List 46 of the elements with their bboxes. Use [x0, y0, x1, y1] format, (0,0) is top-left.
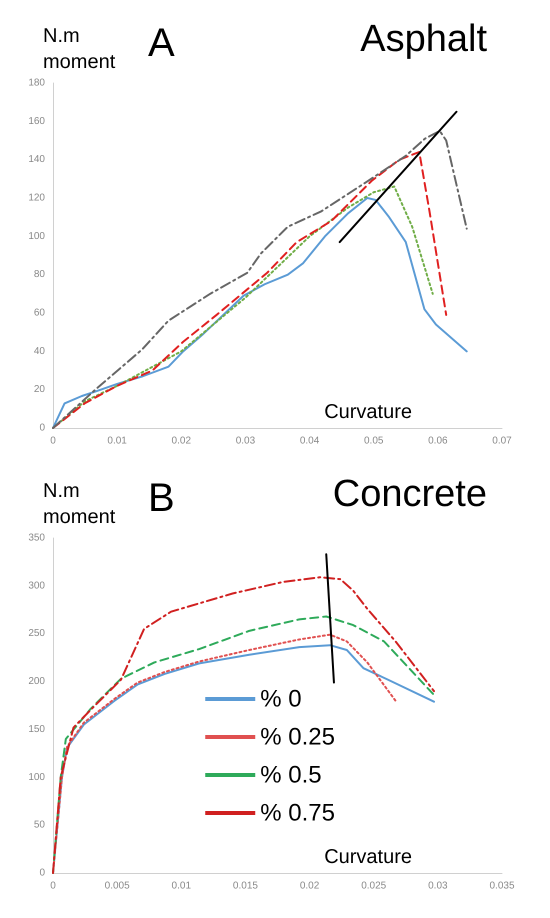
x-tick-label: 0.05	[364, 436, 384, 446]
legend-label: % 0.25	[260, 724, 335, 750]
x-tick-label: 0	[50, 436, 56, 446]
x-tick-label: 0.01	[107, 436, 128, 446]
y-tick-label: 20	[34, 384, 46, 396]
x-tick-label: 0.015	[232, 880, 258, 892]
legend-label: % 0	[260, 686, 302, 712]
y-tick-label: 0	[39, 422, 46, 434]
x-tick-label: 0.06	[428, 436, 448, 446]
y-tick-label: 100	[28, 230, 46, 242]
y-tick-label: 200	[28, 676, 46, 688]
y-tick-label: 350	[28, 532, 46, 544]
y-tick-label: 100	[28, 772, 46, 783]
y-axis-title: N.m moment	[43, 25, 116, 73]
legend-label: % 0.75	[260, 800, 335, 826]
x-axis-title: Curvature	[324, 401, 412, 423]
y-tick-label: 80	[34, 269, 46, 280]
y-tick-label: 160	[28, 116, 46, 127]
y-tick-label: 50	[34, 820, 46, 831]
y-axis-title: N.m moment	[43, 480, 116, 528]
y-tick-label: 180	[28, 78, 46, 88]
y-tick-label: 140	[28, 154, 46, 166]
x-tick-label: 0.005	[104, 880, 130, 892]
y-tick-label: 40	[34, 346, 46, 357]
x-tick-label: 0.035	[489, 880, 515, 892]
text: Asphalt	[360, 18, 488, 60]
y-tick-label: 250	[28, 628, 46, 640]
y-tick-label: 0	[39, 868, 46, 878]
y-tick-label: 150	[28, 724, 46, 735]
x-tick-label: 0.01	[172, 880, 192, 892]
x-tick-label: 0.04	[300, 436, 320, 446]
x-tick-label: 0.02	[172, 436, 192, 446]
text: Concrete	[332, 473, 488, 515]
x-tick-label: 0.07	[492, 436, 512, 446]
x-tick-label: 0.025	[361, 880, 387, 892]
y-tick-label: 60	[34, 308, 46, 318]
x-tick-label: 0.02	[300, 880, 320, 892]
x-tick-label: 0.03	[236, 436, 256, 446]
chart-title: B	[148, 476, 175, 520]
legend-label: % 0.5	[260, 762, 322, 788]
chart-title: A	[148, 21, 175, 65]
y-tick-label: 120	[28, 192, 46, 204]
x-tick-label: 0.03	[428, 880, 448, 892]
y-tick-label: 300	[28, 580, 46, 592]
x-tick-label: 0	[50, 880, 56, 892]
x-axis-title: Curvature	[324, 846, 412, 868]
